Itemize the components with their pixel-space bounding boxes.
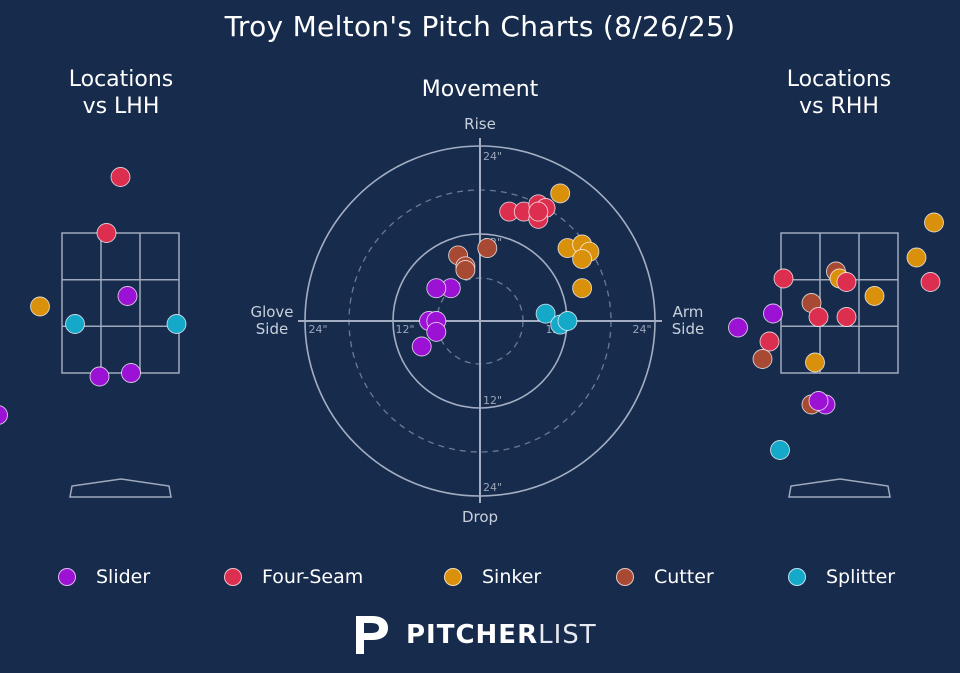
lhh-point-slider-2 — [117, 286, 138, 306]
rhh-point-sinker-15 — [805, 352, 825, 373]
legend-dot-cutter — [616, 568, 634, 586]
rhh-point-slider-18 — [808, 391, 829, 411]
legend-label-cutter: Cutter — [654, 566, 714, 588]
legend-dot-slider — [58, 568, 76, 586]
ring-label-bottom-12: 12" — [483, 394, 502, 407]
legend-dot-sinker — [444, 568, 462, 586]
legend-item-cutter: Cutter — [616, 562, 714, 592]
rhh-point-four-seam-5 — [773, 268, 794, 289]
rhh-point-sinker-7 — [864, 286, 885, 306]
ring-label-bottom-24: 24" — [483, 481, 502, 494]
movement-panel-title: Movement — [421, 77, 539, 102]
movement-points — [411, 183, 600, 357]
movement-point-sinker-6 — [550, 183, 571, 204]
ring-label-top-24: 24" — [483, 150, 502, 163]
legend-item-splitter: Splitter — [788, 562, 895, 592]
lhh-point-splitter-5 — [166, 314, 187, 334]
rhh-point-four-seam-10 — [808, 307, 829, 327]
ring-label-left-12: 12" — [395, 323, 414, 336]
lhh-points — [0, 167, 187, 425]
legend-item-sinker: Sinker — [444, 562, 541, 592]
rhh-point-slider-12 — [728, 317, 748, 338]
legend-item-four-seam: Four-Seam — [224, 562, 363, 592]
rhh-point-splitter-19 — [770, 440, 790, 460]
legend-dot-four-seam — [224, 568, 242, 586]
movement-point-cutter-12 — [477, 238, 498, 259]
rhh-title-line1: Locations — [786, 67, 892, 92]
movement-point-sinker-10 — [572, 249, 593, 269]
drop-label: Drop — [462, 508, 498, 526]
movement-point-splitter-24 — [557, 311, 578, 331]
glove-side-label-1: Glove — [250, 303, 293, 321]
legend-label-four-seam: Four-Seam — [262, 566, 364, 588]
arm-side-label-2: Side — [672, 320, 704, 338]
lhh-title-line1: Locations — [68, 67, 174, 92]
rhh-points — [728, 212, 944, 460]
movement-axis-labels: Rise Drop Glove Side Arm Side — [250, 115, 704, 526]
movement-point-slider-17 — [426, 278, 447, 299]
rhh-point-slider-9 — [763, 303, 783, 324]
movement-point-sinker-11 — [572, 278, 593, 299]
rhh-point-four-seam-11 — [836, 307, 857, 327]
rhh-point-four-seam-6 — [920, 272, 941, 292]
movement-point-four-seam-5 — [528, 201, 549, 222]
rhh-panel-title: Locations vs RHH — [748, 66, 930, 120]
arm-side-label-1: Arm — [673, 303, 704, 321]
lhh-point-four-seam-0 — [110, 167, 131, 187]
lhh-point-splitter-4 — [65, 314, 85, 334]
glove-side-label-2: Side — [256, 320, 288, 338]
movement-point-slider-21 — [411, 336, 432, 357]
movement-point-slider-20 — [426, 321, 447, 342]
rhh-title-line2: vs RHH — [799, 94, 879, 119]
legend-label-slider: Slider — [96, 566, 151, 588]
movement-point-splitter-22 — [535, 303, 556, 324]
logo-text-bold: PITCHER — [406, 620, 539, 650]
pitcherlist-logo-mark — [356, 616, 388, 654]
chart-title: Troy Melton's Pitch Charts (8/26/25) — [224, 10, 736, 43]
movement-grid — [298, 138, 662, 503]
logo-text-light: LIST — [538, 620, 597, 650]
legend: Slider Four-Seam Sinker Cutter Splitter — [0, 562, 960, 592]
lhh-point-sinker-3 — [30, 296, 50, 317]
rhh-point-four-seam-4 — [836, 272, 857, 292]
rhh-point-four-seam-13 — [759, 331, 780, 352]
legend-item-slider: Slider — [58, 562, 150, 592]
legend-dot-splitter — [788, 568, 806, 586]
ring-label-left-24: 24" — [308, 323, 327, 336]
lhh-home-plate — [69, 478, 172, 498]
lhh-title-line2: vs LHH — [82, 94, 160, 119]
rhh-home-plate — [788, 478, 891, 498]
pitcherlist-logo: PITCHER LIST — [352, 612, 597, 658]
lhh-point-slider-7 — [89, 366, 110, 387]
rhh-point-sinker-0 — [924, 212, 944, 233]
rhh-point-sinker-1 — [906, 247, 927, 268]
ring-label-right-24: 24" — [632, 323, 651, 336]
lhh-strike-zone — [61, 232, 180, 374]
rhh-point-cutter-14 — [752, 349, 773, 369]
lhh-point-four-seam-1 — [96, 223, 117, 243]
rise-label: Rise — [464, 115, 496, 133]
movement-point-cutter-15 — [455, 260, 476, 280]
lhh-point-slider-8 — [0, 405, 8, 425]
lhh-point-slider-6 — [121, 363, 141, 383]
legend-label-splitter: Splitter — [826, 566, 896, 588]
legend-label-sinker: Sinker — [482, 566, 542, 588]
lhh-panel-title: Locations vs LHH — [30, 66, 212, 120]
